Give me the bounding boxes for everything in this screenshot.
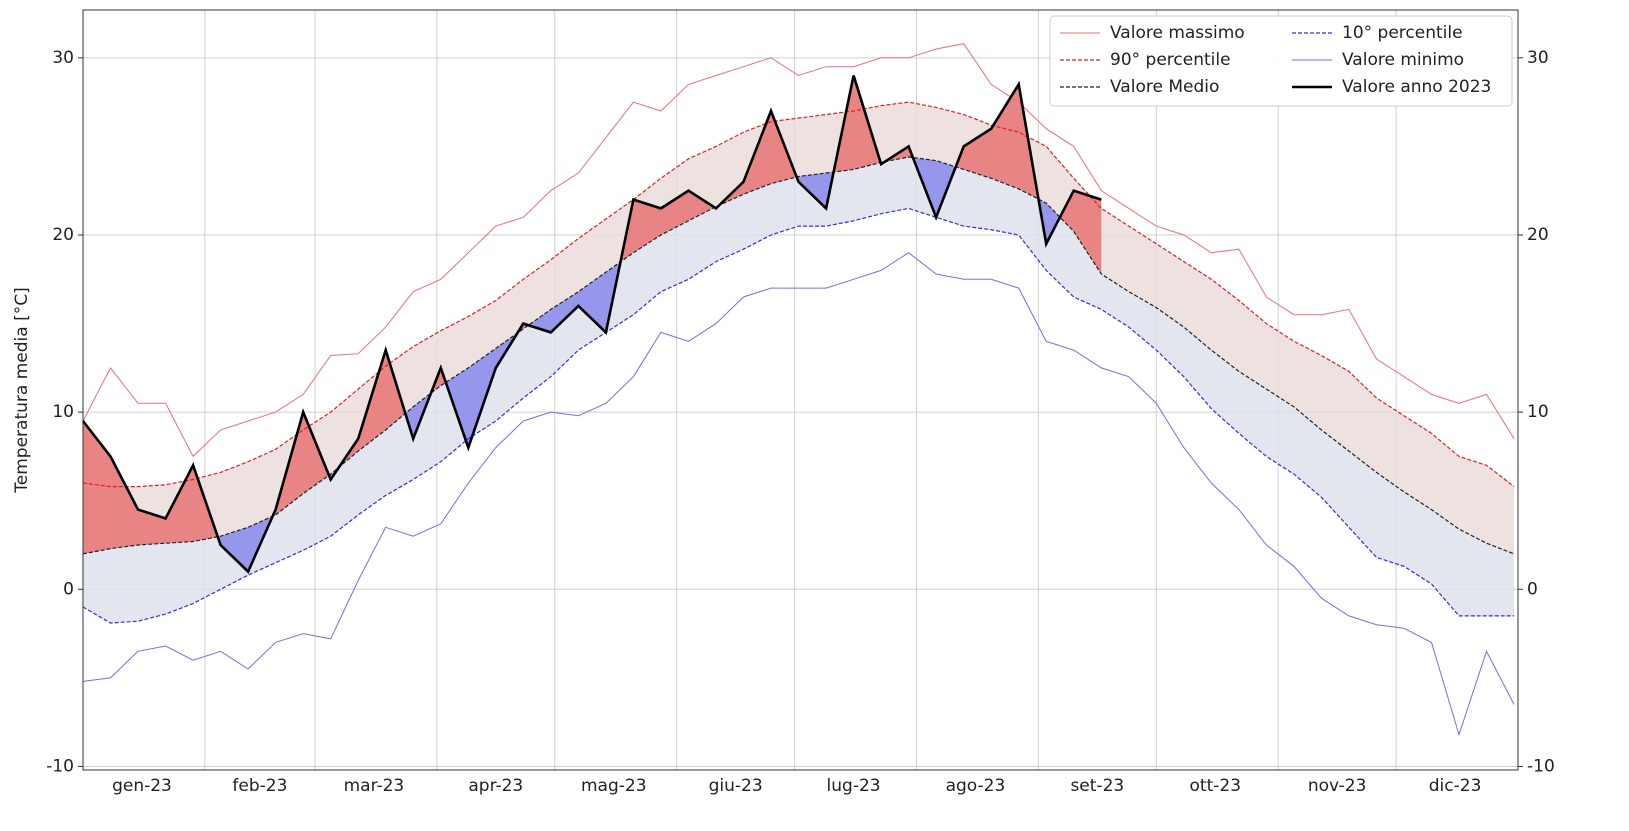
x-tick-label: apr-23 (468, 776, 523, 796)
y2-tick-label: -10 (1527, 756, 1555, 776)
x-tick-label: lug-23 (827, 776, 881, 796)
y-tick-label: 20 (52, 225, 74, 245)
legend-label: 90° percentile (1110, 50, 1231, 70)
x-tick-label: set-23 (1070, 776, 1124, 796)
series-line (82, 101, 1515, 488)
legend-label: Valore anno 2023 (1342, 77, 1491, 97)
x-tick-label: nov-23 (1308, 776, 1367, 796)
series-line (82, 252, 1515, 737)
series-line (82, 207, 1515, 624)
x-tick-label: gen-23 (112, 776, 172, 796)
series-line (81, 75, 1102, 574)
plot-frame (82, 9, 1519, 771)
y-tick-label: -10 (46, 756, 74, 776)
legend-label: Valore massimo (1110, 23, 1245, 43)
legend-label: 10° percentile (1342, 23, 1463, 43)
x-tick-label: ott-23 (1190, 776, 1242, 796)
y2-tick-label: 20 (1527, 225, 1549, 245)
y-tick-label: 30 (52, 48, 74, 68)
x-tick-label: dic-23 (1429, 776, 1482, 796)
x-tick-label: giu-23 (709, 776, 763, 796)
fill-above (83, 75, 1102, 554)
y2-tick-label: 10 (1527, 402, 1549, 422)
legend: Valore massimo 90° percentile Valore Medio… (1049, 15, 1513, 107)
x-tick-label: mag-23 (581, 776, 647, 796)
y-tick-label: 10 (52, 402, 74, 422)
band-lower (83, 157, 1515, 623)
legend-label: Valore Medio (1110, 77, 1219, 97)
y2-tick-label: 0 (1527, 579, 1538, 599)
x-tick-label: feb-23 (232, 776, 287, 796)
band-upper (83, 102, 1515, 554)
y-tick-label: 0 (63, 579, 74, 599)
x-tick-label: mar-23 (344, 776, 405, 796)
series-line (82, 156, 1515, 555)
y-axis-label: Temperatura media [°C] (12, 287, 32, 493)
x-tick-label: ago-23 (946, 776, 1006, 796)
legend-box (1049, 15, 1513, 107)
legend-label: Valore minimo (1342, 50, 1464, 70)
series-line (82, 43, 1515, 458)
y2-tick-label: 30 (1527, 48, 1549, 68)
